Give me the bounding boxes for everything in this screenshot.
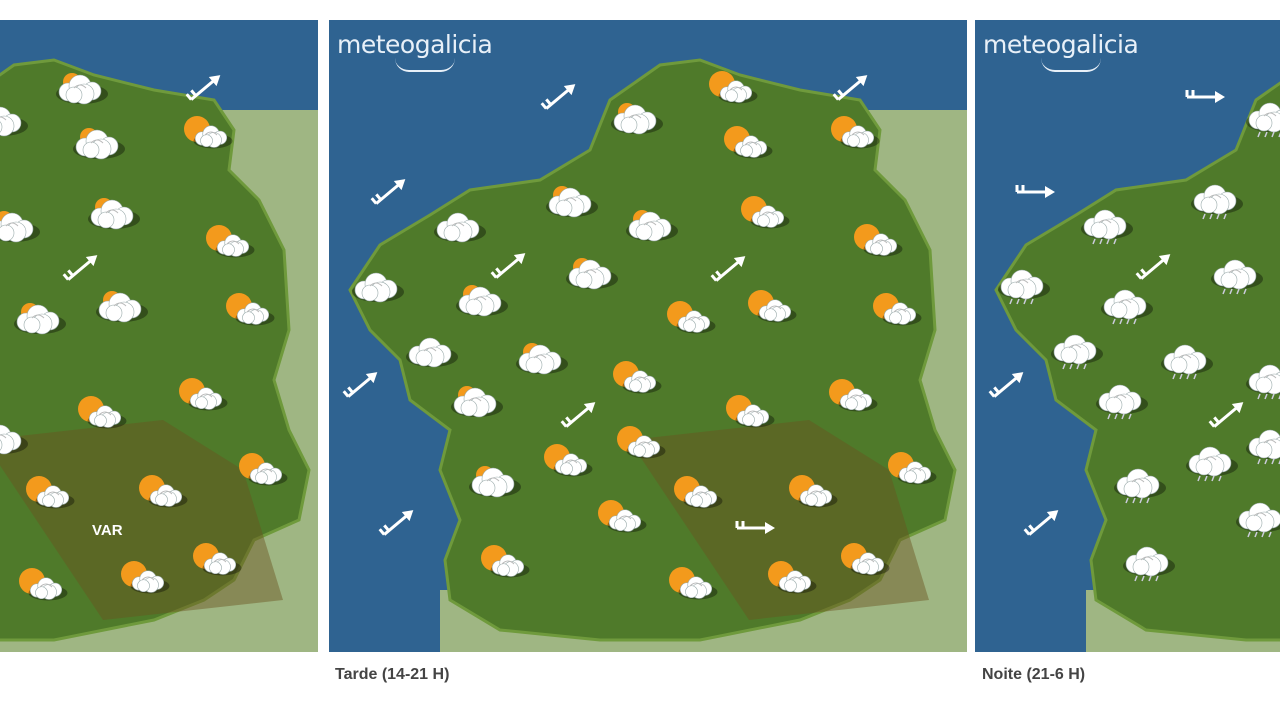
wind-ne-arrow-icon bbox=[1023, 510, 1059, 536]
sun-cloud-icon bbox=[854, 224, 903, 257]
partly-cloudy-icon bbox=[0, 424, 28, 455]
galicia-map bbox=[342, 58, 967, 652]
wind-e-arrow-icon bbox=[1185, 90, 1225, 103]
meteogalicia-logo: meteogalicia bbox=[337, 30, 493, 72]
sun-cloud-icon bbox=[724, 126, 773, 159]
partly-cloudy-icon bbox=[96, 291, 148, 323]
sun-cloud-icon bbox=[26, 476, 75, 509]
wind-ne-arrow-icon bbox=[378, 510, 414, 536]
partly-cloudy-icon bbox=[456, 285, 508, 317]
partly-cloudy-icon bbox=[566, 258, 618, 290]
cloud-icon bbox=[434, 212, 486, 243]
sun-cloud-icon bbox=[481, 545, 530, 578]
sun-cloud-icon bbox=[709, 71, 758, 104]
partly-cloudy-icon bbox=[56, 73, 108, 105]
caption-afternoon: Tarde (14-21 H) bbox=[335, 666, 450, 683]
wind-ne-arrow-icon bbox=[62, 255, 98, 281]
sun-cloud-icon bbox=[78, 396, 127, 429]
cloud-icon bbox=[352, 272, 404, 303]
rain-cloud-icon bbox=[1246, 364, 1280, 400]
galicia-land bbox=[0, 58, 311, 642]
rain-cloud-icon bbox=[1191, 184, 1243, 220]
sun-cloud-icon bbox=[888, 452, 937, 485]
rain-cloud-icon bbox=[1246, 429, 1280, 465]
rain-cloud-icon bbox=[1123, 546, 1175, 582]
map-panel-afternoon: meteogalicia bbox=[329, 20, 967, 652]
rain-cloud-icon bbox=[1161, 344, 1213, 380]
sun-cloud-icon bbox=[206, 225, 255, 258]
sun-cloud-icon bbox=[121, 561, 170, 594]
wind-ne-arrow-icon bbox=[370, 179, 406, 205]
wind-ne-arrow-icon bbox=[1135, 254, 1171, 280]
rain-cloud-icon bbox=[1081, 209, 1133, 245]
partly-cloudy-icon bbox=[451, 386, 503, 418]
sun-cloud-icon bbox=[726, 395, 775, 428]
wind-ne-arrow-icon bbox=[988, 372, 1024, 398]
wind-ne-arrow-icon bbox=[185, 75, 221, 101]
rain-cloud-icon bbox=[1186, 446, 1238, 482]
wind-ne-arrow-icon bbox=[540, 84, 576, 110]
map-panel-night: meteogalicia bbox=[975, 20, 1280, 652]
variable-wind-label: VAR bbox=[92, 522, 123, 539]
partly-cloudy-icon bbox=[0, 211, 40, 243]
partly-cloudy-icon bbox=[611, 103, 663, 135]
rain-cloud-icon bbox=[1246, 102, 1280, 138]
sun-cloud-icon bbox=[226, 293, 275, 326]
sun-cloud-icon bbox=[184, 116, 233, 149]
galicia-map bbox=[0, 58, 318, 652]
sun-cloud-icon bbox=[768, 561, 817, 594]
rain-cloud-icon bbox=[1096, 384, 1148, 420]
cloud-icon bbox=[406, 337, 458, 368]
map-panel-morning: VAR bbox=[0, 20, 318, 652]
partly-cloudy-icon bbox=[546, 186, 598, 218]
caption-night: Noite (21-6 H) bbox=[982, 666, 1086, 683]
meteogalicia-logo: meteogalicia bbox=[983, 30, 1139, 72]
sun-cloud-icon bbox=[544, 444, 593, 477]
sun-cloud-icon bbox=[873, 293, 922, 326]
sun-cloud-icon bbox=[674, 476, 723, 509]
sun-cloud-icon bbox=[19, 568, 68, 601]
sun-cloud-icon bbox=[617, 426, 666, 459]
sun-cloud-icon bbox=[667, 301, 716, 334]
sun-cloud-icon bbox=[179, 378, 228, 411]
sun-cloud-icon bbox=[598, 500, 647, 533]
partly-cloudy-icon bbox=[469, 466, 521, 498]
sun-cloud-icon bbox=[139, 475, 188, 508]
sun-cloud-icon bbox=[193, 543, 242, 576]
rain-cloud-icon bbox=[1114, 468, 1166, 504]
sun-cloud-icon bbox=[829, 379, 878, 412]
sun-cloud-icon bbox=[669, 567, 718, 600]
partly-cloudy-icon bbox=[73, 128, 125, 160]
wind-ne-arrow-icon bbox=[710, 256, 746, 282]
rain-cloud-icon bbox=[1101, 289, 1153, 325]
wind-ne-arrow-icon bbox=[832, 75, 868, 101]
partly-cloudy-icon bbox=[88, 198, 140, 230]
rain-cloud-icon bbox=[1236, 502, 1280, 538]
sun-cloud-icon bbox=[841, 543, 890, 576]
sun-cloud-icon bbox=[789, 475, 838, 508]
sun-cloud-icon bbox=[831, 116, 880, 149]
galicia-map bbox=[988, 81, 1280, 652]
wind-ne-arrow-icon bbox=[560, 402, 596, 428]
sun-cloud-icon bbox=[239, 453, 288, 486]
sun-cloud-icon bbox=[613, 361, 662, 394]
sun-cloud-icon bbox=[748, 290, 797, 323]
partly-cloudy-icon bbox=[626, 210, 678, 242]
wind-ne-arrow-icon bbox=[1208, 402, 1244, 428]
partly-cloudy-icon bbox=[516, 343, 568, 375]
wind-ne-arrow-icon bbox=[490, 253, 526, 279]
wind-e-arrow-icon bbox=[735, 521, 775, 534]
rain-cloud-icon bbox=[1051, 334, 1103, 370]
partly-cloudy-icon bbox=[0, 106, 28, 137]
partly-cloudy-icon bbox=[14, 303, 66, 335]
rain-cloud-icon bbox=[1211, 259, 1263, 295]
wind-ne-arrow-icon bbox=[342, 372, 378, 398]
rain-cloud-icon bbox=[998, 269, 1050, 305]
galicia-land bbox=[994, 81, 1280, 642]
sun-cloud-icon bbox=[741, 196, 790, 229]
wind-e-arrow-icon bbox=[1015, 185, 1055, 198]
